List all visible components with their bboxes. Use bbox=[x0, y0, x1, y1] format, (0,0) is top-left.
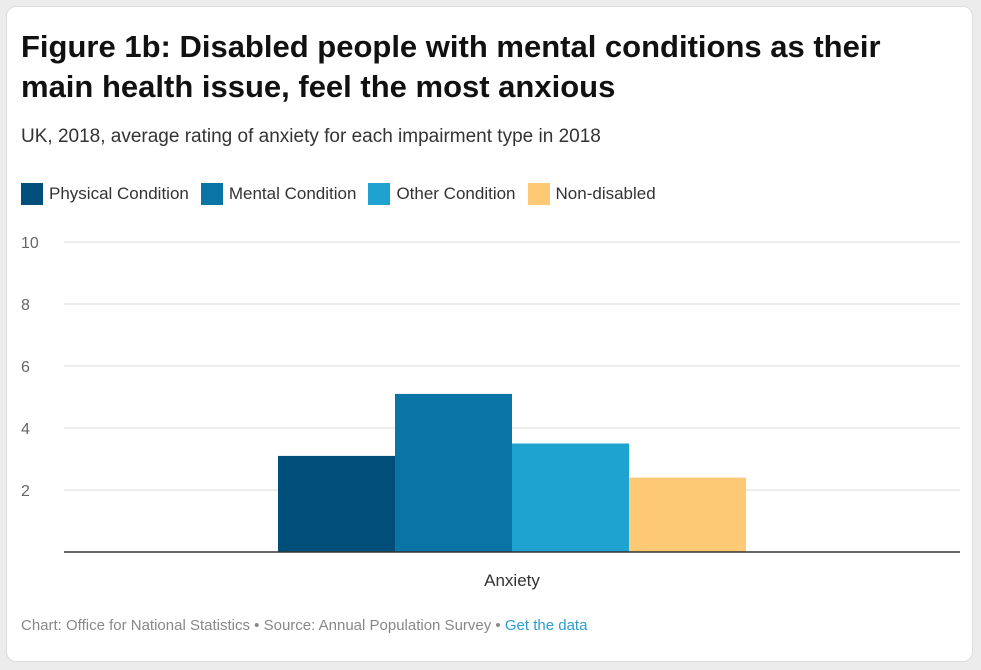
chart-footer: Chart: Office for National Statistics • … bbox=[21, 617, 587, 634]
legend-swatch-other bbox=[368, 183, 391, 205]
chart-title: Figure 1b: Disabled people with mental c… bbox=[21, 29, 881, 104]
legend-label-physical: Physical Condition bbox=[49, 184, 189, 203]
x-category-label: Anxiety bbox=[484, 571, 540, 590]
get-the-data-link[interactable]: Get the data bbox=[504, 617, 588, 634]
y-tick-label: 10 bbox=[21, 235, 39, 252]
legend-item-mental: Mental Condition bbox=[200, 183, 357, 205]
y-tick-label: 4 bbox=[21, 421, 30, 438]
legend: Physical Condition Mental Condition Othe… bbox=[21, 181, 668, 207]
y-tick-label: 8 bbox=[21, 297, 30, 314]
y-tick-label: 6 bbox=[21, 359, 30, 376]
footer-separator-1: • bbox=[254, 617, 260, 634]
bar-chart: 2 4 6 8 10 Anxiety bbox=[21, 235, 960, 590]
bar-physical-condition bbox=[278, 455, 395, 552]
legend-swatch-physical bbox=[21, 183, 43, 205]
legend-label-mental: Mental Condition bbox=[228, 184, 357, 203]
footer-source: Source: Annual Population Survey bbox=[263, 617, 492, 634]
legend-item-other: Other Condition bbox=[368, 183, 516, 205]
y-tick-label: 2 bbox=[21, 483, 30, 500]
bar-non-disabled bbox=[629, 477, 746, 552]
bar-other-condition bbox=[512, 443, 629, 552]
footer-separator-2: • bbox=[495, 617, 501, 634]
footer-chart-credit: Chart: Office for National Statistics bbox=[21, 617, 250, 634]
legend-label-non-disabled: Non-disabled bbox=[555, 184, 656, 203]
legend-item-non-disabled: Non-disabled bbox=[527, 183, 656, 205]
chart-subtitle: UK, 2018, average rating of anxiety for … bbox=[21, 126, 601, 147]
legend-item-physical: Physical Condition bbox=[21, 183, 189, 205]
bar-mental-condition bbox=[395, 393, 512, 552]
chart-card: Figure 1b: Disabled people with mental c… bbox=[6, 6, 973, 662]
legend-label-other: Other Condition bbox=[396, 184, 516, 203]
legend-swatch-non-disabled bbox=[527, 183, 550, 205]
legend-swatch-mental bbox=[200, 183, 223, 205]
